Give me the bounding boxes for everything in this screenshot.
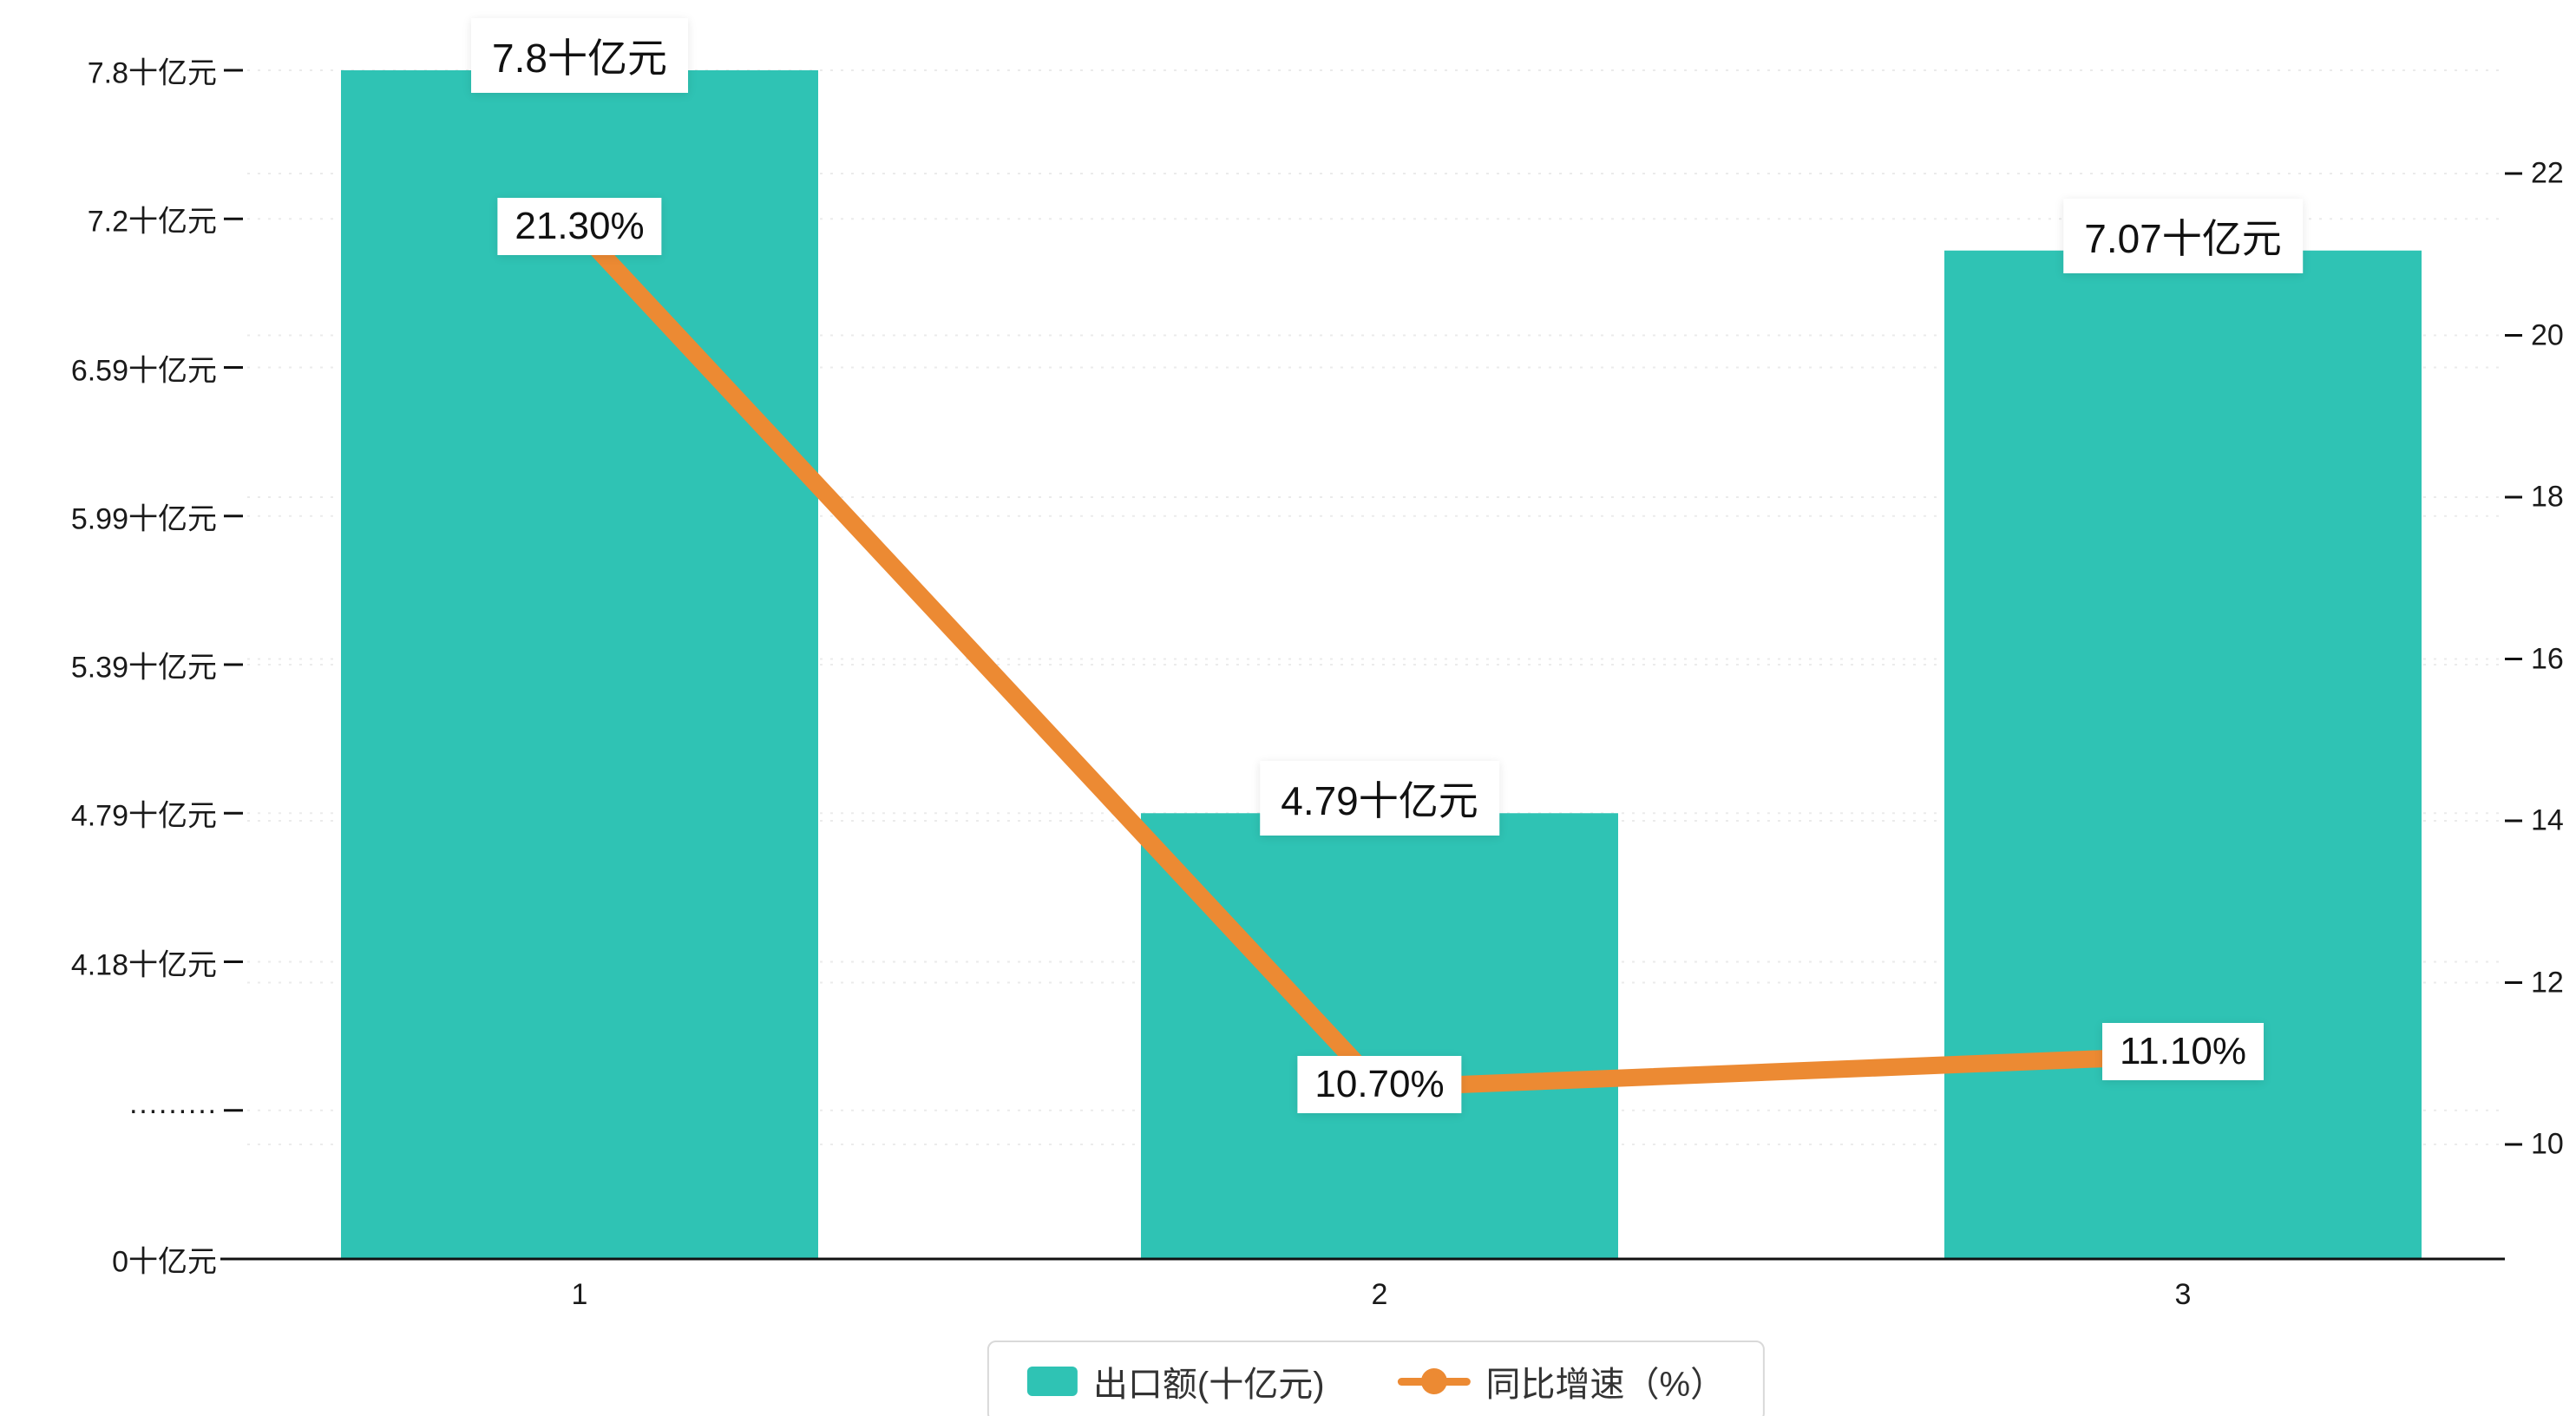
- line-value-label: 11.10%: [2102, 1023, 2264, 1081]
- y-axis-left-tick-label: 7.2十亿元: [87, 205, 217, 239]
- x-axis-category-label: 2: [1371, 1278, 1388, 1311]
- y-axis-left-tick-label: 4.79十亿元: [70, 799, 217, 833]
- bar-value-label: 4.79十亿元: [1260, 761, 1499, 836]
- y-axis-right-tick-label: 18: [2531, 480, 2564, 514]
- y-axis-right-tick-label: 12: [2531, 966, 2564, 999]
- bar-category-3: [1944, 250, 2422, 1260]
- y-axis-left-tick-label: 5.39十亿元: [70, 651, 217, 685]
- legend-label-export: 出口额(十亿元): [1092, 1366, 1325, 1404]
- y-axis-left-tick-label: 6.59十亿元: [70, 354, 217, 387]
- line-series-swatch-icon: [1397, 1367, 1471, 1396]
- line-value-label: 10.70%: [1297, 1055, 1462, 1113]
- bar-category-1: [341, 70, 818, 1259]
- y-axis-right-tick-label: 20: [2531, 318, 2564, 351]
- y-axis-left-tick-label: 0十亿元: [112, 1245, 217, 1279]
- bar-value-label: 7.07十亿元: [2063, 198, 2303, 273]
- y-axis-right-tick-label: 22: [2531, 156, 2564, 190]
- y-axis-left-tick-label: 7.8十亿元: [87, 56, 217, 90]
- legend-item-growth-line[interactable]: 同比增速（%）: [1397, 1356, 1726, 1406]
- line-value-label: 21.30%: [497, 198, 662, 256]
- legend-label-growth: 同比增速（%）: [1485, 1366, 1726, 1404]
- y-axis-right-tick-label: 16: [2531, 642, 2564, 675]
- x-axis-category-label: 3: [2174, 1278, 2192, 1311]
- y-axis-left-tick-label: ·········: [128, 1093, 217, 1127]
- y-axis-left-tick-label: 4.18十亿元: [70, 948, 217, 981]
- y-axis-right-tick-label: 10: [2531, 1127, 2564, 1161]
- legend: 出口额(十亿元) 同比增速（%）: [986, 1341, 1766, 1416]
- y-axis-right-tick-label: 14: [2531, 803, 2564, 837]
- y-axis-left-tick-label: 5.99十亿元: [70, 502, 217, 536]
- bar-series-swatch-icon: [1026, 1367, 1078, 1396]
- x-axis-category-label: 1: [571, 1278, 588, 1311]
- bar-category-2: [1141, 813, 1618, 1259]
- legend-item-export-bar[interactable]: 出口额(十亿元): [1026, 1356, 1325, 1406]
- bar-value-label: 7.8十亿元: [471, 18, 688, 93]
